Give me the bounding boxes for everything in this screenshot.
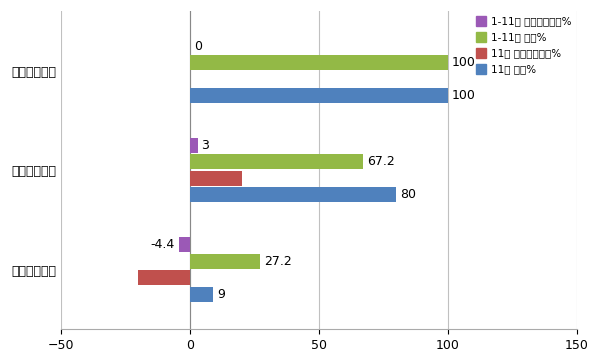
Text: 100: 100 xyxy=(452,89,476,102)
Bar xyxy=(139,270,190,285)
Bar xyxy=(190,187,397,202)
Text: 80: 80 xyxy=(400,188,416,201)
Legend: 1-11月 占比环比增减%, 1-11月 占比%, 11月 占比环比增减%, 11月 占比%: 1-11月 占比环比增减%, 1-11月 占比%, 11月 占比环比增减%, 1… xyxy=(476,16,572,74)
Bar xyxy=(179,237,190,252)
Bar xyxy=(190,55,448,70)
Bar xyxy=(190,287,213,302)
Text: 9: 9 xyxy=(217,287,225,301)
Bar xyxy=(190,155,364,170)
Text: 67.2: 67.2 xyxy=(367,155,395,168)
Text: -4.4: -4.4 xyxy=(151,238,175,252)
Text: 3: 3 xyxy=(202,139,209,152)
Text: 100: 100 xyxy=(452,56,476,69)
Text: 0: 0 xyxy=(194,40,202,53)
Bar xyxy=(190,171,242,186)
Bar xyxy=(190,254,260,269)
Bar xyxy=(190,138,198,153)
Text: 27.2: 27.2 xyxy=(264,255,292,268)
Bar xyxy=(190,88,448,103)
